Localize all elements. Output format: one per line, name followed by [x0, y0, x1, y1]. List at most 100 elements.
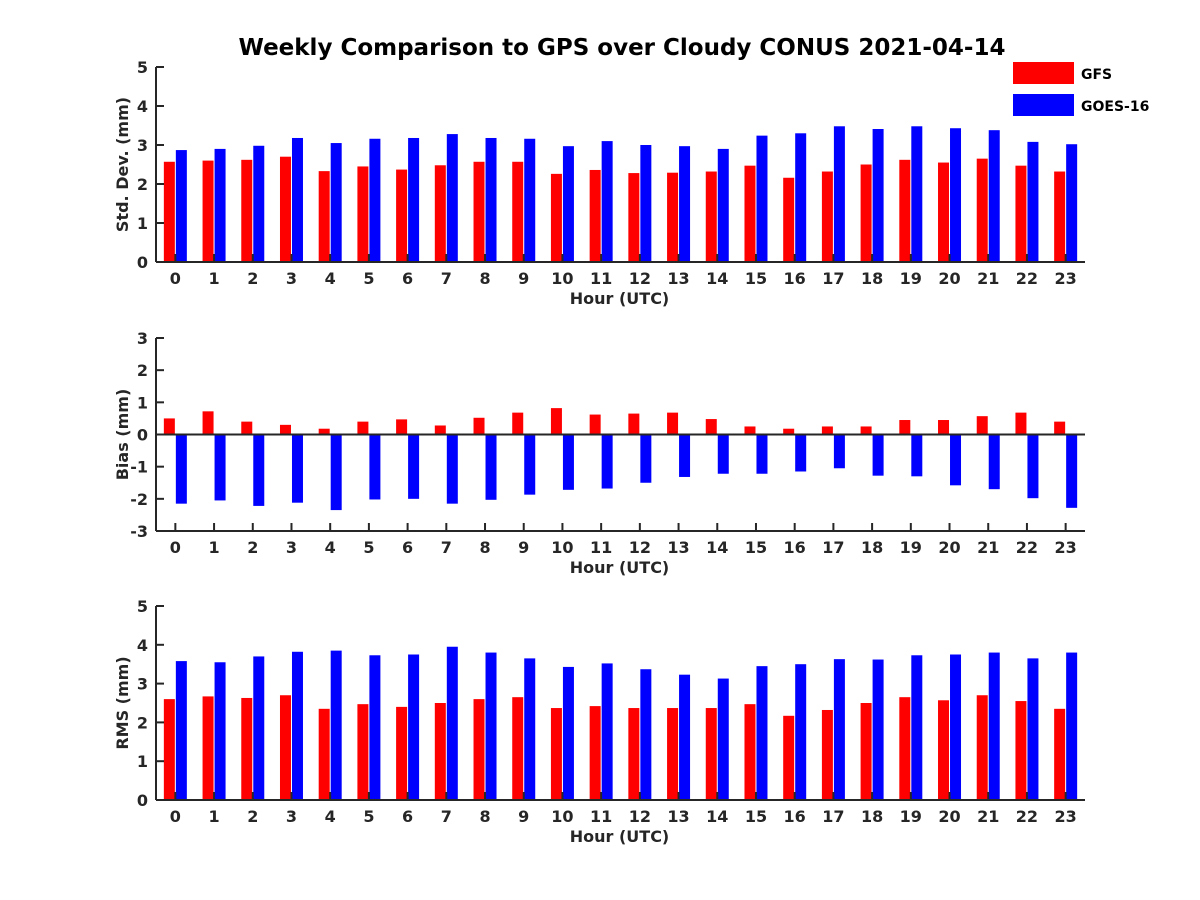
x-tick-label: 16 [784, 538, 806, 557]
bar-goes-16-4 [330, 434, 342, 511]
y-tick-label: 3 [137, 329, 148, 348]
bar-gfs-7 [434, 425, 446, 435]
bar-gfs-20 [938, 700, 950, 800]
bar-goes-16-3 [291, 137, 303, 262]
x-tick-label: 14 [706, 269, 728, 288]
bar-goes-16-20 [950, 128, 962, 262]
x-tick-label: 12 [629, 807, 651, 826]
bar-goes-16-13 [679, 434, 691, 477]
x-tick-label: 17 [822, 807, 844, 826]
bar-goes-16-6 [408, 434, 420, 499]
bar-gfs-7 [434, 703, 446, 800]
legend-swatch-gfs [1013, 62, 1074, 84]
x-tick-label: 18 [861, 269, 883, 288]
bar-goes-16-7 [446, 646, 458, 800]
bar-gfs-4 [318, 171, 330, 262]
x-tick-label: 11 [590, 807, 612, 826]
bar-gfs-1 [202, 411, 214, 435]
y-tick-label: 1 [137, 214, 148, 233]
bar-gfs-18 [860, 164, 872, 262]
bar-gfs-13 [667, 172, 679, 262]
bar-goes-16-16 [795, 133, 807, 262]
bar-goes-16-4 [330, 650, 342, 800]
bar-gfs-0 [163, 699, 175, 800]
bar-goes-16-11 [601, 434, 613, 489]
bar-gfs-20 [938, 420, 950, 435]
bar-goes-16-13 [679, 146, 691, 262]
bar-goes-16-1 [214, 662, 226, 800]
bar-gfs-4 [318, 428, 330, 435]
chart-title: Weekly Comparison to GPS over Cloudy CON… [239, 35, 1006, 61]
bar-goes-16-10 [562, 434, 574, 490]
bar-goes-16-19 [911, 434, 923, 477]
x-tick-label: 12 [629, 269, 651, 288]
bar-goes-16-23 [1066, 652, 1078, 800]
bar-gfs-18 [860, 703, 872, 800]
bar-goes-16-21 [988, 652, 1000, 800]
bar-goes-16-16 [795, 664, 807, 800]
bar-goes-16-17 [833, 434, 845, 469]
x-axis-label: Hour (UTC) [570, 558, 670, 577]
legend: GFS GOES-16 [1013, 62, 1149, 116]
bar-gfs-1 [202, 160, 214, 262]
bar-gfs-18 [860, 426, 872, 435]
bar-gfs-17 [821, 171, 833, 262]
x-tick-label: 20 [938, 269, 960, 288]
bar-gfs-2 [241, 421, 253, 435]
bar-gfs-12 [628, 708, 640, 800]
bar-gfs-20 [938, 162, 950, 262]
bar-goes-16-22 [1027, 434, 1039, 499]
x-tick-label: 18 [861, 538, 883, 557]
bar-gfs-0 [163, 161, 175, 262]
bar-gfs-12 [628, 173, 640, 262]
bar-gfs-10 [550, 708, 562, 800]
y-tick-label: 5 [137, 597, 148, 616]
y-tick-label: 4 [137, 636, 148, 655]
bar-goes-16-1 [214, 434, 226, 501]
bar-goes-16-10 [562, 146, 574, 262]
bar-goes-16-7 [446, 134, 458, 262]
y-tick-label: 2 [137, 713, 148, 732]
x-tick-label: 6 [402, 538, 413, 557]
bar-goes-16-9 [524, 658, 536, 800]
x-tick-label: 21 [977, 807, 999, 826]
bar-gfs-14 [705, 171, 717, 262]
bar-gfs-19 [899, 420, 911, 435]
y-tick-label: 5 [137, 58, 148, 77]
x-tick-label: 23 [1055, 538, 1077, 557]
bar-gfs-5 [357, 421, 369, 435]
y-tick-label: 3 [137, 136, 148, 155]
bar-goes-16-1 [214, 148, 226, 262]
x-tick-label: 13 [667, 538, 689, 557]
bar-gfs-2 [241, 159, 253, 262]
y-tick-label: -1 [130, 458, 148, 477]
x-tick-label: 20 [938, 807, 960, 826]
bar-goes-16-3 [291, 651, 303, 800]
y-tick-label: 0 [137, 253, 148, 272]
bar-goes-16-7 [446, 434, 458, 504]
bar-gfs-17 [821, 426, 833, 435]
x-tick-label: 10 [551, 269, 573, 288]
x-tick-label: 19 [900, 807, 922, 826]
x-tick-label: 23 [1055, 807, 1077, 826]
bar-goes-16-5 [369, 138, 381, 262]
x-tick-label: 23 [1055, 269, 1077, 288]
x-tick-label: 19 [900, 538, 922, 557]
x-tick-label: 10 [551, 807, 573, 826]
x-tick-label: 0 [170, 269, 181, 288]
bar-goes-16-4 [330, 143, 342, 262]
bar-gfs-1 [202, 696, 214, 800]
x-tick-label: 22 [1016, 538, 1038, 557]
y-axis-label: Std. Dev. (mm) [113, 97, 132, 232]
bar-gfs-21 [976, 158, 988, 262]
bar-gfs-16 [783, 715, 795, 800]
bar-goes-16-5 [369, 655, 381, 800]
y-tick-label: -3 [130, 522, 148, 541]
x-tick-label: 12 [629, 538, 651, 557]
bar-gfs-2 [241, 697, 253, 800]
bar-goes-16-17 [833, 126, 845, 262]
bar-gfs-5 [357, 166, 369, 262]
x-tick-label: 5 [363, 807, 374, 826]
x-tick-label: 22 [1016, 807, 1038, 826]
